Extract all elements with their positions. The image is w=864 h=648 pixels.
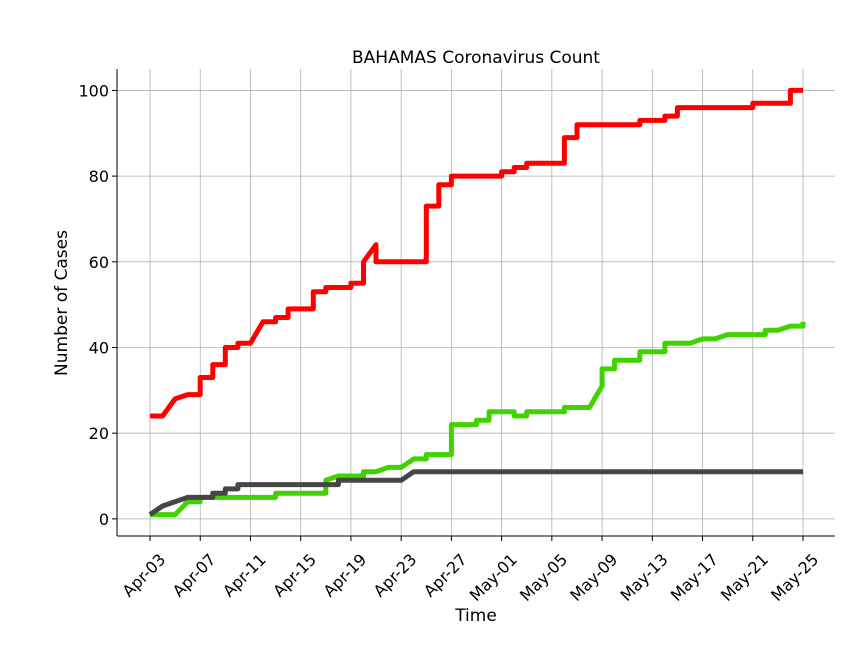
y-tick-label: 100 bbox=[78, 81, 109, 100]
axes-layer bbox=[116, 69, 835, 537]
y-axis-ticks: 0 20 40 60 80 100 bbox=[78, 81, 117, 529]
chart-title: BAHAMAS Coronavirus Count bbox=[352, 48, 600, 68]
x-tick-label: Apr-11 bbox=[219, 550, 270, 601]
series-layer bbox=[148, 87, 806, 518]
series-line-3 bbox=[148, 469, 803, 517]
y-axis-label: Number of Cases bbox=[52, 230, 72, 376]
x-tick-label: May-13 bbox=[617, 550, 672, 605]
y-tick-label: 80 bbox=[89, 167, 109, 186]
series-line-2 bbox=[150, 321, 806, 518]
x-tick-label: Apr-15 bbox=[269, 550, 320, 601]
x-axis-ticks: Apr-03 Apr-07 Apr-11 Apr-15 Apr-19 Apr-23 Apr-… bbox=[119, 536, 822, 605]
x-tick-label: May-01 bbox=[466, 550, 521, 605]
x-tick-label: May-25 bbox=[767, 550, 822, 605]
y-tick-label: 0 bbox=[99, 510, 109, 529]
grid-layer bbox=[117, 69, 835, 536]
y-tick-label: 40 bbox=[89, 338, 109, 357]
x-tick-label: Apr-03 bbox=[119, 550, 170, 601]
x-tick-label: May-09 bbox=[566, 550, 621, 605]
x-tick-label: May-17 bbox=[667, 550, 722, 605]
x-tick-label: May-21 bbox=[717, 550, 772, 605]
x-tick-label: Apr-19 bbox=[319, 550, 370, 601]
x-tick-label: May-05 bbox=[516, 550, 571, 605]
y-tick-label: 60 bbox=[89, 253, 109, 272]
x-axis-label: Time bbox=[454, 606, 497, 626]
x-tick-label: Apr-23 bbox=[370, 550, 421, 601]
x-tick-label: Apr-07 bbox=[169, 550, 220, 601]
series-line-1 bbox=[150, 87, 803, 419]
y-tick-label: 20 bbox=[89, 424, 109, 443]
x-tick-label: Apr-27 bbox=[420, 550, 471, 601]
